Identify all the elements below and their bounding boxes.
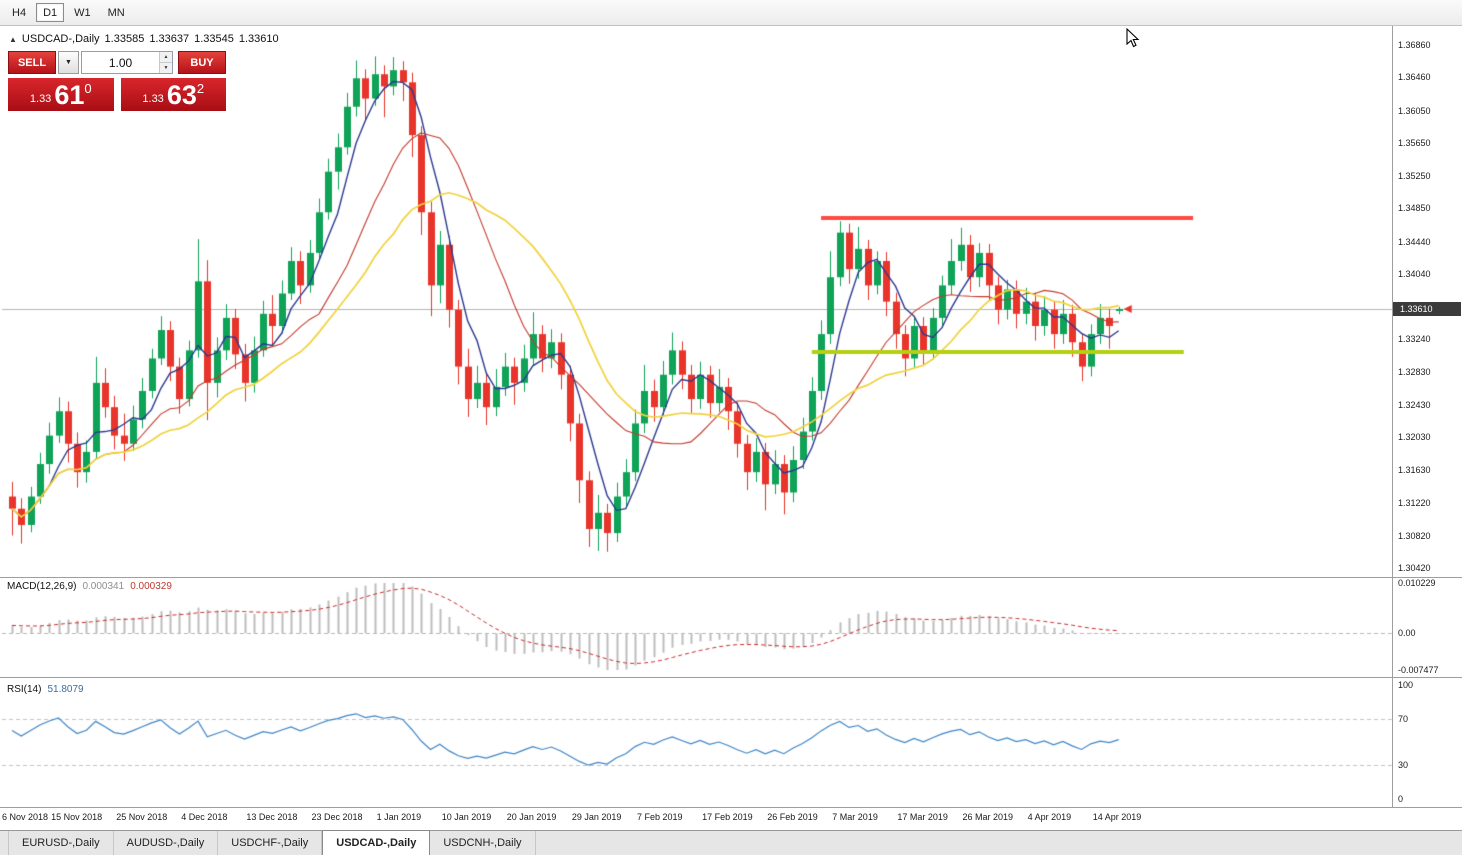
rsi-value: 51.8079 <box>47 684 84 695</box>
sell-price-big: 61 <box>54 80 85 110</box>
current-price-badge: 1.33610 <box>1393 301 1461 316</box>
sell-price-display[interactable]: 1.33 61 0 <box>8 78 114 111</box>
trade-prices-row: 1.33 61 0 1.33 63 2 <box>8 78 226 111</box>
panel-divider-macd-rsi[interactable] <box>0 677 1462 678</box>
collapse-arrow-icon[interactable]: ▲ <box>9 34 17 44</box>
tab-usdcnh[interactable]: USDCNH-,Daily <box>430 831 536 855</box>
sell-button[interactable]: SELL <box>8 51 56 74</box>
macd-value-signal: 0.000329 <box>130 581 172 592</box>
tf-w1[interactable]: W1 <box>74 6 91 19</box>
sell-price-sup: 0 <box>84 81 92 96</box>
sell-price-small: 1.33 <box>29 93 52 105</box>
macd-name: MACD(12,26,9) <box>7 581 77 592</box>
rsi-name: RSI(14) <box>7 684 42 695</box>
buy-price-big: 63 <box>166 80 197 110</box>
buy-price-sup: 2 <box>196 81 205 96</box>
volume-spinner: ▲ ▼ <box>159 52 172 73</box>
volume-decrease-button[interactable]: ▼ <box>160 62 172 73</box>
chart-header: ▲ USDCAD-,Daily 1.33585 1.33637 1.33545 … <box>9 33 279 45</box>
ohlc-close: 1.33610 <box>238 33 279 45</box>
tf-d1[interactable]: D1 <box>36 3 65 22</box>
macd-indicator-label: MACD(12,26,9) 0.000341 0.000329 <box>7 581 172 592</box>
volume-increase-button[interactable]: ▲ <box>160 52 172 62</box>
tf-h4[interactable]: H4 <box>12 6 27 19</box>
ohlc-low: 1.33545 <box>194 33 234 45</box>
chevron-down-icon: ▼ <box>65 59 72 66</box>
price-axis-divider[interactable] <box>1392 26 1393 807</box>
buy-button[interactable]: BUY <box>178 51 226 74</box>
panel-divider-rsi-dates <box>0 807 1462 808</box>
macd-value-main: 0.000341 <box>82 581 125 592</box>
symbol-tab-bar: EURUSD-,Daily AUDUSD-,Daily USDCHF-,Dail… <box>0 830 1462 855</box>
volume-dropdown-button[interactable]: ▼ <box>58 51 79 74</box>
panel-divider-chart-macd[interactable] <box>0 577 1462 578</box>
ohlc-high: 1.33637 <box>149 33 190 45</box>
mouse-cursor-icon <box>1126 28 1140 48</box>
tab-eurusd[interactable]: EURUSD-,Daily <box>8 831 114 855</box>
tab-usdchf[interactable]: USDCHF-,Daily <box>218 831 323 855</box>
chart-symbol-label: USDCAD-,Daily <box>21 33 100 45</box>
timeframe-toolbar: H4 D1 W1 MN <box>0 0 1462 26</box>
tab-usdcad[interactable]: USDCAD-,Daily <box>322 830 431 855</box>
tab-audusd[interactable]: AUDUSD-,Daily <box>114 831 219 855</box>
buy-price-small: 1.33 <box>142 93 164 105</box>
one-click-trade-panel: SELL ▼ ▲ ▼ BUY 1.33 61 0 1.33 63 <box>8 51 226 111</box>
volume-input[interactable] <box>82 52 159 73</box>
trade-controls-row: SELL ▼ ▲ ▼ BUY <box>8 51 226 74</box>
tf-mn[interactable]: MN <box>107 6 125 19</box>
rsi-indicator-label: RSI(14) 51.8079 <box>7 684 84 695</box>
ohlc-open: 1.33585 <box>104 33 145 45</box>
buy-price-display[interactable]: 1.33 63 2 <box>120 78 226 111</box>
volume-field: ▲ ▼ <box>81 51 173 74</box>
